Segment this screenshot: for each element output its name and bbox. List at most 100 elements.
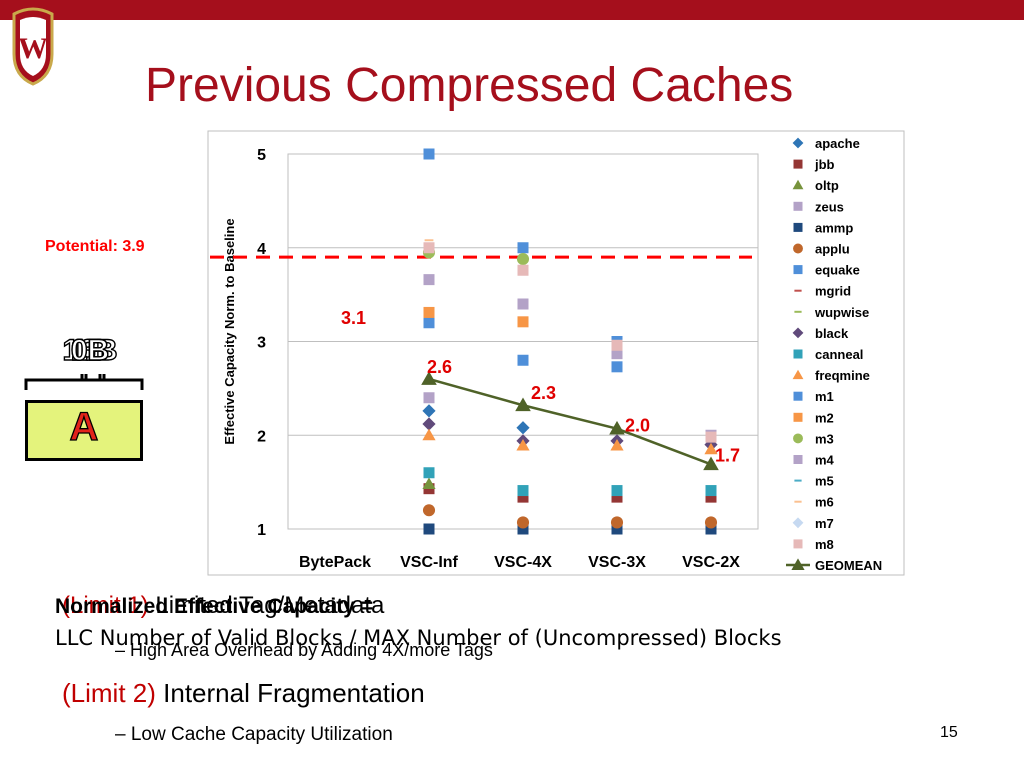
limit1-sub-dash: – xyxy=(115,640,126,660)
data-point-canneal xyxy=(611,485,623,497)
data-point-m8 xyxy=(423,242,435,254)
block-size-label: 1B xyxy=(70,333,110,367)
data-point-ammp xyxy=(705,523,717,535)
x-tick-label: VSC-4X xyxy=(494,554,552,571)
data-point-jbb xyxy=(517,491,529,503)
legend-marker-freqmine xyxy=(792,369,804,380)
y-tick-label: 3 xyxy=(257,335,266,352)
top-bar xyxy=(0,0,1024,20)
x-tick-label: VSC-Inf xyxy=(400,554,458,571)
data-point-m8 xyxy=(705,431,717,443)
legend-entry: m2 xyxy=(815,410,834,425)
potential-label: Potential: 3.9 xyxy=(45,238,145,255)
data-point-canneal xyxy=(517,485,529,497)
legend-entry: m4 xyxy=(815,453,835,468)
data-point-jbb xyxy=(705,491,717,503)
geomean-point xyxy=(515,397,531,412)
data-point-ammp xyxy=(423,523,435,535)
data-point-zeus xyxy=(423,392,435,404)
limit1-text: Limited Tag/Metadata xyxy=(155,592,385,619)
legend-entry: canneal xyxy=(815,347,863,362)
limit1-sub-line: – High Area Overhead by Adding 4X/more T… xyxy=(115,640,493,661)
limit1-tag: (Limit 1) xyxy=(62,592,149,619)
geomean-line xyxy=(428,377,712,466)
block-brace xyxy=(24,374,144,390)
geomean-point xyxy=(609,420,625,435)
y-tick-label: 1 xyxy=(257,522,266,539)
value-label: 2.3 xyxy=(531,383,556,403)
value-label: 3.1 xyxy=(341,308,366,328)
norm-formula: LLC Number of Valid Blocks / MAX Number … xyxy=(55,626,782,650)
data-point-m4 xyxy=(517,298,529,310)
legend-marker-geomean xyxy=(791,558,805,570)
value-label: 1.7 xyxy=(715,445,740,465)
data-point-applu xyxy=(422,504,436,517)
limit1-sub: High Area Overhead by Adding 4X/more Tag… xyxy=(130,640,493,660)
legend-marker-m3 xyxy=(793,433,803,444)
slide-title: Previous Compressed Caches xyxy=(145,59,794,112)
y-axis-title: Effective Capacity Norm. to Baseline xyxy=(222,218,237,444)
data-point-m4 xyxy=(423,274,435,286)
legend-entry: m6 xyxy=(815,495,834,510)
x-tick-label: VSC-2X xyxy=(682,554,740,571)
data-point-m4 xyxy=(611,348,623,360)
legend-marker-oltp xyxy=(792,179,804,190)
legend-entry: mgrid xyxy=(815,284,851,299)
legend-marker-apache xyxy=(792,137,804,149)
legend-entry: applu xyxy=(815,242,850,257)
data-point-applu xyxy=(610,516,624,529)
limit1-line: (Limit 1) Limited Tag/Metadata xyxy=(62,592,384,620)
x-tick-label: BytePack xyxy=(299,554,371,571)
legend-marker-jbb xyxy=(793,159,803,169)
legend-entry: m7 xyxy=(815,516,834,531)
y-tick-label: 2 xyxy=(257,428,266,445)
data-point-freqmine xyxy=(610,438,624,451)
geomean-point xyxy=(421,371,437,385)
limit2-text: Internal Fragmentation xyxy=(163,678,425,708)
data-point-black xyxy=(422,417,436,431)
data-point-ammp xyxy=(611,523,623,535)
legend-entry: black xyxy=(815,326,849,341)
data-point-freqmine xyxy=(704,442,718,455)
data-point-equake xyxy=(423,148,435,160)
block-size-label: 0B xyxy=(70,333,110,367)
legend-entry: m5 xyxy=(815,474,834,489)
legend-marker-zeus xyxy=(793,201,803,211)
legend-entry: zeus xyxy=(815,199,844,214)
data-point-m1 xyxy=(517,354,529,366)
chart-frame xyxy=(207,130,905,576)
legend-marker-m4 xyxy=(793,455,803,464)
limit2-sub-dash: – xyxy=(115,724,126,745)
value-label: 2.6 xyxy=(427,357,452,377)
limit2-sub: Low Cache Capacity Utilization xyxy=(130,724,393,745)
limit2-sub-line: – Low Cache Capacity Utilization xyxy=(115,724,393,746)
legend-entry: equake xyxy=(815,263,860,278)
data-point-apache xyxy=(516,421,530,435)
limit2-line: (Limit 2) Internal Fragmentation xyxy=(62,678,425,709)
data-point-canneal xyxy=(423,467,435,479)
legend-marker-applu xyxy=(793,243,803,254)
cache-block-letter: A xyxy=(69,404,99,449)
legend-marker-m2 xyxy=(793,412,803,422)
legend-marker-ammp xyxy=(793,222,803,232)
data-point-m1 xyxy=(611,361,623,373)
legend-entry: freqmine xyxy=(815,368,870,383)
svg-text:W: W xyxy=(18,32,48,65)
data-point-m8 xyxy=(611,339,623,351)
data-point-m2 xyxy=(423,306,435,318)
y-tick-label: 5 xyxy=(257,147,266,164)
legend-marker-m8 xyxy=(793,539,803,549)
legend-entry: apache xyxy=(815,136,860,151)
data-point-m1 xyxy=(423,317,435,329)
legend-marker-black xyxy=(792,327,804,339)
geomean-point xyxy=(703,456,719,471)
legend-entry: m8 xyxy=(815,537,834,552)
block-size-label: 1B xyxy=(70,333,110,367)
data-point-applu xyxy=(704,516,718,529)
data-point-m8 xyxy=(517,264,529,276)
data-point-jbb xyxy=(611,491,623,503)
block-size-label: 16B xyxy=(62,333,118,367)
cache-block xyxy=(25,400,143,461)
legend-entry: jbb xyxy=(814,157,835,172)
